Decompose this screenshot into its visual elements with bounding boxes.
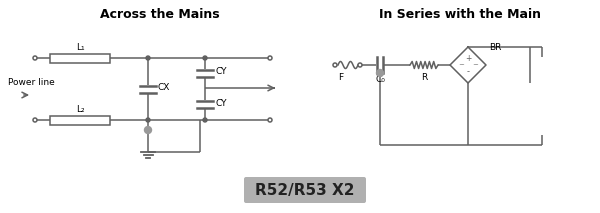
Text: F: F	[338, 73, 343, 82]
Circle shape	[377, 69, 383, 76]
Text: CY: CY	[215, 98, 227, 108]
Circle shape	[145, 127, 151, 134]
Text: +: +	[465, 54, 471, 63]
Circle shape	[268, 56, 272, 60]
Circle shape	[333, 63, 337, 67]
FancyBboxPatch shape	[244, 177, 366, 203]
Circle shape	[268, 118, 272, 122]
Text: -: -	[467, 67, 470, 76]
Circle shape	[146, 56, 150, 60]
Text: R52/R53 X2: R52/R53 X2	[255, 183, 355, 197]
Bar	[50, 53, 110, 62]
Text: ~: ~	[458, 62, 464, 68]
Circle shape	[358, 63, 362, 67]
Text: L₂: L₂	[76, 105, 85, 114]
Circle shape	[33, 118, 37, 122]
Text: Across the Mains: Across the Mains	[100, 8, 220, 21]
Text: CY: CY	[215, 68, 227, 76]
Text: ~: ~	[472, 62, 478, 68]
Bar	[50, 115, 110, 125]
Text: BR: BR	[489, 43, 502, 52]
Text: Power line: Power line	[8, 78, 55, 87]
Text: L₁: L₁	[76, 43, 85, 52]
Circle shape	[146, 118, 150, 122]
Circle shape	[203, 118, 207, 122]
Circle shape	[203, 56, 207, 60]
Text: In Series with the Main: In Series with the Main	[379, 8, 541, 21]
Text: CX: CX	[158, 83, 170, 92]
Circle shape	[33, 56, 37, 60]
Text: C₀: C₀	[375, 75, 385, 84]
Text: R: R	[421, 73, 427, 82]
